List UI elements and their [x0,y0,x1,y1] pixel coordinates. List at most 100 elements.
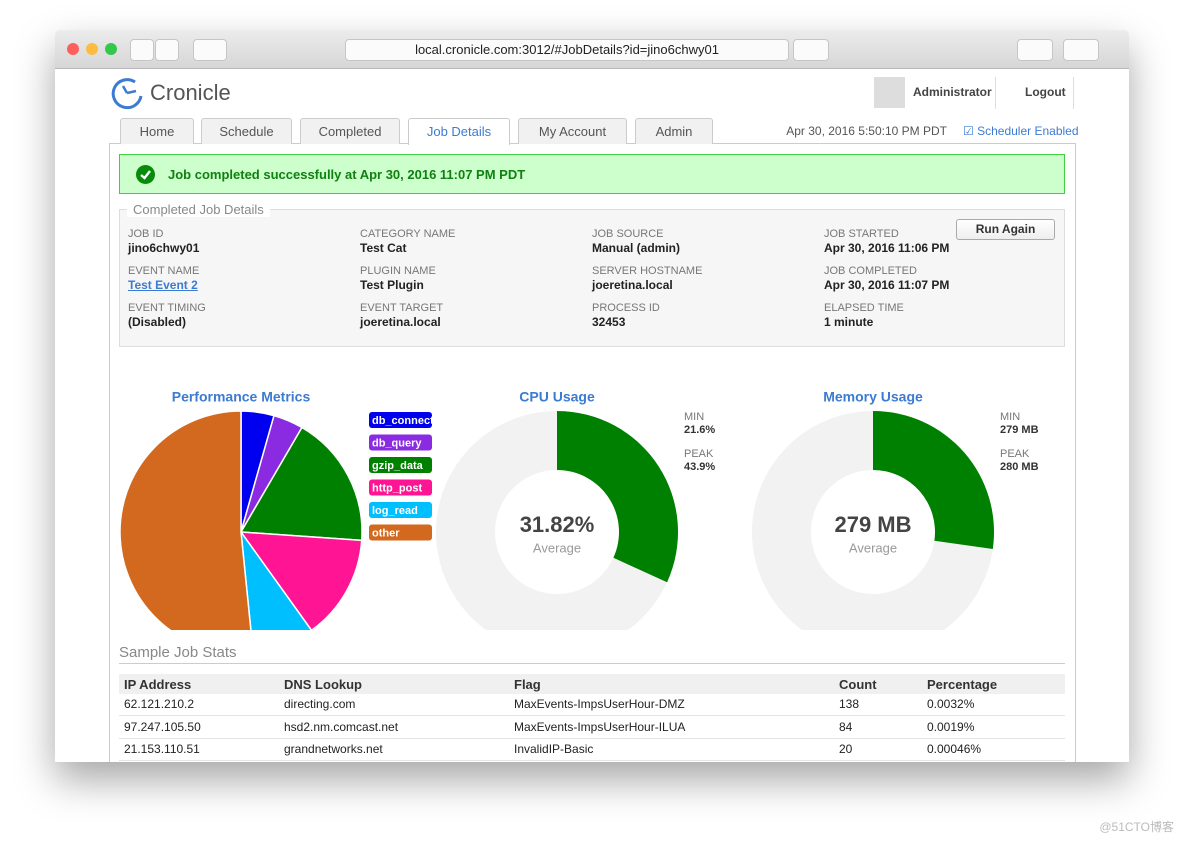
legend-swatch [369,524,432,541]
cell: 20 [839,742,853,756]
watermark: @51CTO博客 [1099,820,1174,834]
pie-slice [239,426,363,542]
sidebar-button[interactable] [193,39,227,61]
details-box [119,209,1065,347]
scheduler-text: Scheduler Enabled [977,124,1079,138]
user-name[interactable]: Administrator [913,85,992,99]
legend-label: other [372,527,400,539]
minimize-button[interactable] [86,43,98,55]
cell: hsd2.nm.comcast.net [284,719,399,734]
tab[interactable]: My Account [518,118,627,144]
pie-slice [239,529,313,630]
legend-label: gzip_data [372,460,424,472]
stat-value: 279 MB [1000,424,1039,436]
legend-swatch [369,412,432,428]
stat-label: MIN [1000,411,1020,423]
cell: directing.com [284,697,356,711]
check-icon [136,165,155,184]
tab[interactable]: Job Details [408,118,510,145]
cell: 0.0019% [927,719,975,734]
field-value: 32453 [592,315,626,329]
url-bar[interactable]: local.cronicle.com:3012/#JobDetails?id=j… [345,39,789,61]
field-value: Manual (admin) [592,241,681,255]
column-header: IP Address [124,677,192,692]
stat-label: PEAK [684,448,714,460]
avatar [874,77,905,108]
column-header: Flag [514,677,541,692]
cell: 0.00046% [927,742,982,756]
tab[interactable]: Admin [635,118,713,144]
tab[interactable]: Schedule [201,118,292,144]
logout[interactable]: Logout [1025,85,1066,99]
stat-value: 43.9% [684,461,715,473]
cell: 62.121.210.2 [124,697,195,711]
row-rule [119,760,1065,761]
browser-window: local.cronicle.com:3012/#JobDetails?id=j… [55,30,1129,762]
zoom-button[interactable] [105,43,117,55]
field-label: JOB ID [128,228,164,240]
details-legend: Completed Job Details [127,202,270,217]
stat-value: 280 MB [1000,461,1039,473]
tab[interactable]: Completed [300,118,400,144]
success-banner: Job completed successfully at Apr 30, 20… [119,154,1065,194]
legend-label: db_connect [372,415,434,427]
column-header: Percentage [927,677,998,692]
gauge-caption: Average [533,540,581,555]
forward-button[interactable] [155,39,179,61]
divider [1073,77,1074,109]
field-value: (Disabled) [128,315,187,329]
chart-title: Memory Usage [823,389,923,405]
field-value[interactable]: Test Event 2 [128,278,198,292]
legend-label: log_read [372,505,418,517]
field-label: EVENT TARGET [360,302,444,314]
gauge-caption: Average [849,540,897,555]
stat-value: 21.6% [684,424,715,436]
banner-text: Job completed successfully at Apr 30, 20… [168,167,526,182]
gauge-value: 279 MB [834,512,911,537]
run-again-button[interactable]: Run Again [956,219,1055,240]
gauge-arc [557,411,679,583]
gauge-arc [873,411,995,550]
field-label: JOB STARTED [824,228,899,240]
logo-icon [111,78,143,110]
field-value: Test Cat [360,241,407,255]
field-label: EVENT NAME [128,265,200,277]
charts: Performance Metrics db_connect db_querygzi… [119,389,1039,630]
back-button[interactable] [130,39,154,61]
field-label: ELAPSED TIME [824,302,904,314]
row-rule [119,737,1065,739]
url: local.cronicle.com:3012/#JobDetails?id=j… [415,42,719,57]
logo-text: Cronicle [150,80,231,105]
legend-label: http_post [372,482,422,494]
share-button[interactable] [1017,39,1053,61]
pie-slice [119,410,252,630]
field-label: JOB SOURCE [592,228,664,240]
cell: 0.0032% [927,697,975,711]
scheduler-status[interactable]: ☑ Scheduler Enabled [963,124,1079,138]
chart-title: Performance Metrics [172,389,311,405]
cell: 97.247.105.50 [124,719,201,734]
field-label: CATEGORY NAME [360,228,456,240]
stats-title: Sample Job Stats [119,644,237,661]
stat-label: MIN [684,411,704,423]
field-label: JOB COMPLETED [824,265,917,277]
cell: 138 [839,697,860,711]
cell: MaxEvents-ImpsUserHour-DMZ [514,697,685,711]
field-value: joeretina.local [360,315,441,329]
legend-swatch [369,502,432,518]
field-value: Apr 30, 2016 11:07 PM [824,278,950,292]
tab[interactable]: Home [120,118,194,144]
field-value: joeretina.local [592,278,673,292]
cell: InvalidIP-Basic [514,742,594,756]
rule [119,663,1065,664]
tabs-button[interactable] [1063,39,1099,61]
field-label: PROCESS ID [592,302,660,314]
reader-button[interactable] [793,39,829,61]
field-value: 1 minute [824,315,874,329]
legend-swatch [369,457,432,473]
clock: Apr 30, 2016 5:50:10 PM PDT [786,124,947,138]
pie-slice [239,531,363,630]
close-button[interactable] [67,43,79,55]
column-header: Count [839,677,877,692]
